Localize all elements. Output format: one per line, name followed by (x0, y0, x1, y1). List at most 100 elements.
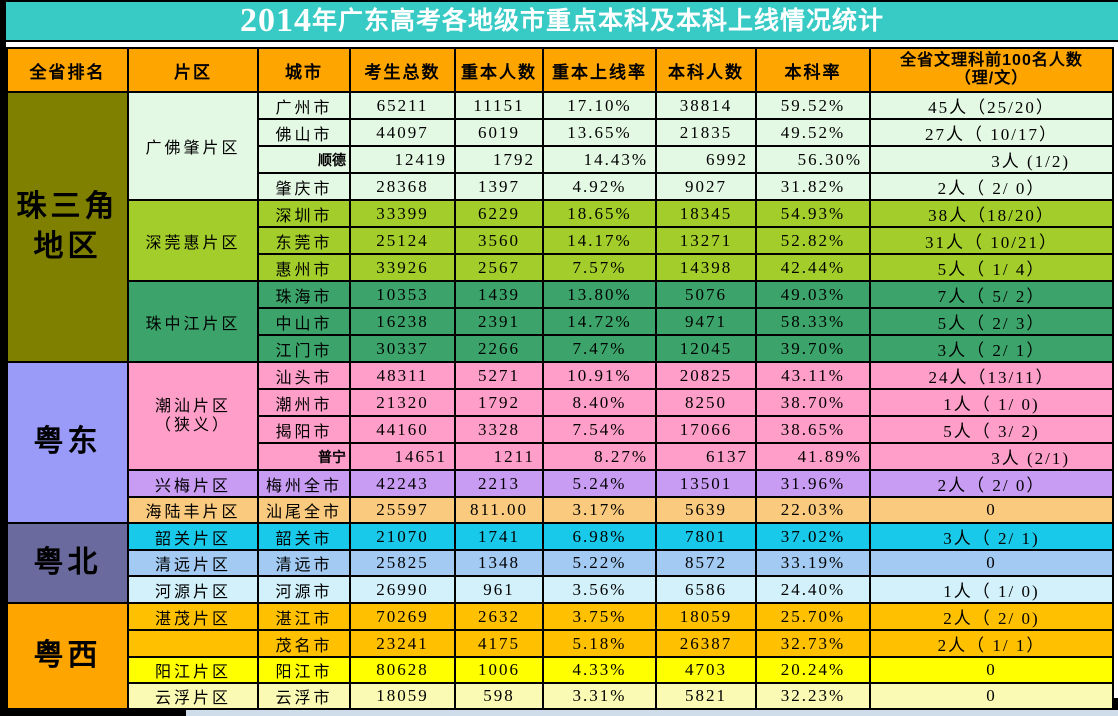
top100-cell: 5人（ 2/ 3） (869, 307, 1114, 336)
statistics-table: 全省排名 片区 城市 考生总数 重本人数 重本上线率 本科人数 本科率 全省文理… (6, 47, 1114, 710)
table-row: 阳江片区 阳江市 80628 1006 4.33% 4703 20.24% 0 (7, 656, 1114, 684)
top100-cell: 0 (869, 682, 1114, 710)
zhongben-cell: 3328 (454, 415, 544, 444)
city-cell: 茂名市 (257, 629, 351, 658)
zhongben-cell: 2391 (454, 307, 544, 336)
zhongben-cell: 1397 (454, 172, 544, 201)
zone-cell-yangjiang: 阳江片区 (127, 656, 259, 684)
benke-rate-cell: 20.24% (755, 656, 871, 684)
benke-cell: 38814 (655, 91, 757, 120)
header-total: 考生总数 (349, 47, 456, 93)
zone-cell-xingmei: 兴梅片区 (127, 469, 259, 498)
zhongben-cell: 2632 (454, 602, 544, 631)
zhongben-rate-cell: 18.65% (542, 199, 657, 228)
total-cell: 12419 (349, 145, 456, 174)
total-cell: 18059 (349, 682, 456, 710)
total-cell: 25124 (349, 226, 456, 255)
zhongben-rate-cell: 3.31% (542, 682, 657, 710)
zhongben-cell: 2266 (454, 334, 544, 363)
benke-cell: 14398 (655, 253, 757, 282)
city-cell: 汕头市 (257, 361, 351, 390)
zone-cell-hailufeng: 海陆丰片区 (127, 496, 259, 524)
city-cell: 潮州市 (257, 388, 351, 417)
top100-cell: 24人（13/11） (869, 361, 1114, 390)
title-header-gap (6, 42, 1118, 47)
zhongben-rate-cell: 4.33% (542, 656, 657, 684)
city-cell: 肇庆市 (257, 172, 351, 201)
city-cell: 广州市 (257, 91, 351, 120)
city-cell: 中山市 (257, 307, 351, 336)
top100-cell: 2人（ 2/ 0） (869, 469, 1114, 498)
benke-cell: 7801 (655, 522, 757, 551)
top100-cell: 1人（ 1/ 0) (869, 575, 1114, 604)
city-cell: 梅州全市 (257, 469, 351, 498)
zhongben-cell: 1741 (454, 522, 544, 551)
benke-cell: 9027 (655, 172, 757, 201)
zhongben-rate-cell: 6.98% (542, 522, 657, 551)
top100-cell: 3人 (1/2) (869, 145, 1114, 174)
city-cell: 云浮市 (257, 682, 351, 710)
region-cell-yuebei: 粤北 (6, 522, 129, 604)
zhongben-rate-cell: 17.10% (542, 91, 657, 120)
total-cell: 33926 (349, 253, 456, 282)
header-zone: 片区 (127, 47, 259, 93)
region-label-line2: 地区 (33, 230, 102, 263)
header-benke-rate: 本科率 (755, 47, 871, 93)
top100-cell: 2人（ 1/ 1） (869, 629, 1114, 658)
header-top100: 全省文理科前100名人数 （理/文） (869, 47, 1114, 93)
zone-cell-guangfozhao: 广佛肇片区 (127, 91, 259, 201)
top100-cell: 3人（ 2/ 1) (869, 522, 1114, 551)
zhongben-rate-cell: 3.17% (542, 496, 657, 524)
zhongben-rate-cell: 10.91% (542, 361, 657, 390)
header-benke: 本科人数 (655, 47, 757, 93)
table-row: 佛山市 44097 6019 13.65% 21835 49.52% 27人（ … (7, 118, 1114, 147)
table-row: 海陆丰片区 汕尾全市 25597 811.00 3.17% 5639 22.03… (7, 496, 1114, 524)
zhongben-rate-cell: 14.72% (542, 307, 657, 336)
zhongben-cell: 1792 (454, 145, 544, 174)
benke-cell: 13271 (655, 226, 757, 255)
city-cell: 珠海市 (257, 280, 351, 309)
benke-cell: 12045 (655, 334, 757, 363)
header-zhongben: 重本人数 (454, 47, 544, 93)
zhongben-rate-cell: 3.56% (542, 575, 657, 604)
title-year: 2014 (239, 2, 312, 39)
zone-label-line1: 潮汕片区 (154, 397, 231, 415)
benke-rate-cell: 54.93% (755, 199, 871, 228)
top100-cell: 38人（18/20） (869, 199, 1114, 228)
total-cell: 30337 (349, 334, 456, 363)
total-cell: 44097 (349, 118, 456, 147)
zhongben-cell: 961 (454, 575, 544, 604)
benke-cell: 26387 (655, 629, 757, 658)
top100-cell: 45人（25/20） (869, 91, 1114, 120)
benke-cell: 5821 (655, 682, 757, 710)
zhongben-cell: 1006 (454, 656, 544, 684)
header-top100-line2: （理/文） (954, 70, 1029, 87)
zhongben-rate-cell: 13.80% (542, 280, 657, 309)
total-cell: 14651 (349, 442, 456, 471)
table-row: 东莞市 25124 3560 14.17% 13271 52.82% 31人（ … (7, 226, 1114, 255)
region-label-line1: 珠三角 (16, 189, 119, 223)
benke-cell: 4703 (655, 656, 757, 684)
table-row: 粤北 韶关片区 韶关市 21070 1741 6.98% 7801 37.02%… (6, 522, 1114, 604)
top100-cell: 0 (869, 496, 1114, 524)
table-row: 江门市 30337 2266 7.47% 12045 39.70% 3人（ 2/… (7, 334, 1114, 363)
city-cell: 顺德 (257, 145, 351, 174)
table-row: 潮州市 21320 1792 8.40% 8250 38.70% 1人（ 1/ … (7, 388, 1114, 417)
benke-rate-cell: 41.89% (755, 442, 871, 471)
benke-cell: 18059 (655, 602, 757, 631)
top100-cell: 2人（ 2/ 0) (869, 602, 1114, 631)
zhongben-cell: 1439 (454, 280, 544, 309)
benke-cell: 5076 (655, 280, 757, 309)
table-row: 清远片区 清远市 25825 1348 5.22% 8572 33.19% 0 (7, 549, 1114, 577)
total-cell: 26990 (349, 575, 456, 604)
table-row: 珠三角 地区 广佛肇片区 广州市 65211 11151 17.10% 3881… (6, 91, 1114, 363)
total-cell: 70269 (349, 602, 456, 631)
benke-cell: 21835 (655, 118, 757, 147)
zone-cell-yunfu: 云浮片区 (127, 682, 259, 710)
city-cell: 惠州市 (257, 253, 351, 282)
top100-cell: 3人（ 2/ 1） (869, 334, 1114, 363)
header-city: 城市 (257, 47, 351, 93)
top100-cell: 0 (869, 549, 1114, 577)
benke-rate-cell: 43.11% (755, 361, 871, 390)
